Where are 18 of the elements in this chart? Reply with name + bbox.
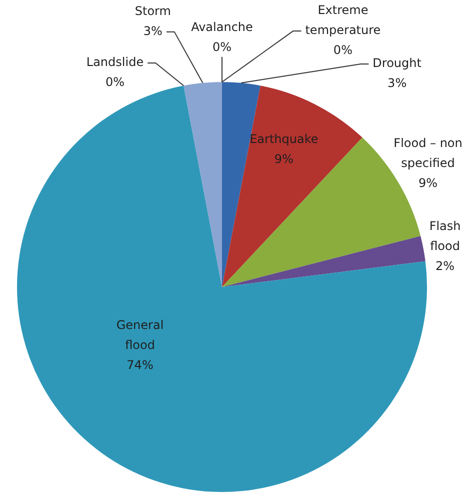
slice-label: Drought (372, 56, 422, 70)
slice-label: Flash flood (429, 219, 461, 254)
data-label: 9% (418, 176, 438, 190)
text: 0% (212, 40, 232, 54)
slice-label: Storm (134, 4, 171, 18)
slice-label: General flood (116, 318, 164, 352)
slice-label: Flood – non specified (394, 136, 462, 170)
data-label: 74% (126, 358, 154, 372)
category-label: Avalanche (191, 20, 253, 34)
text: 0% (105, 75, 125, 90)
data-label: 9% (274, 152, 294, 166)
category-label: Landslide (86, 55, 144, 70)
text: 0% (333, 43, 352, 58)
data-label: 3% (143, 24, 162, 38)
slice-label: Earthquake (250, 132, 318, 146)
category-label: Extreme temperature (305, 3, 381, 38)
data-label: 2% (436, 259, 455, 274)
data-label: 3% (388, 76, 407, 90)
